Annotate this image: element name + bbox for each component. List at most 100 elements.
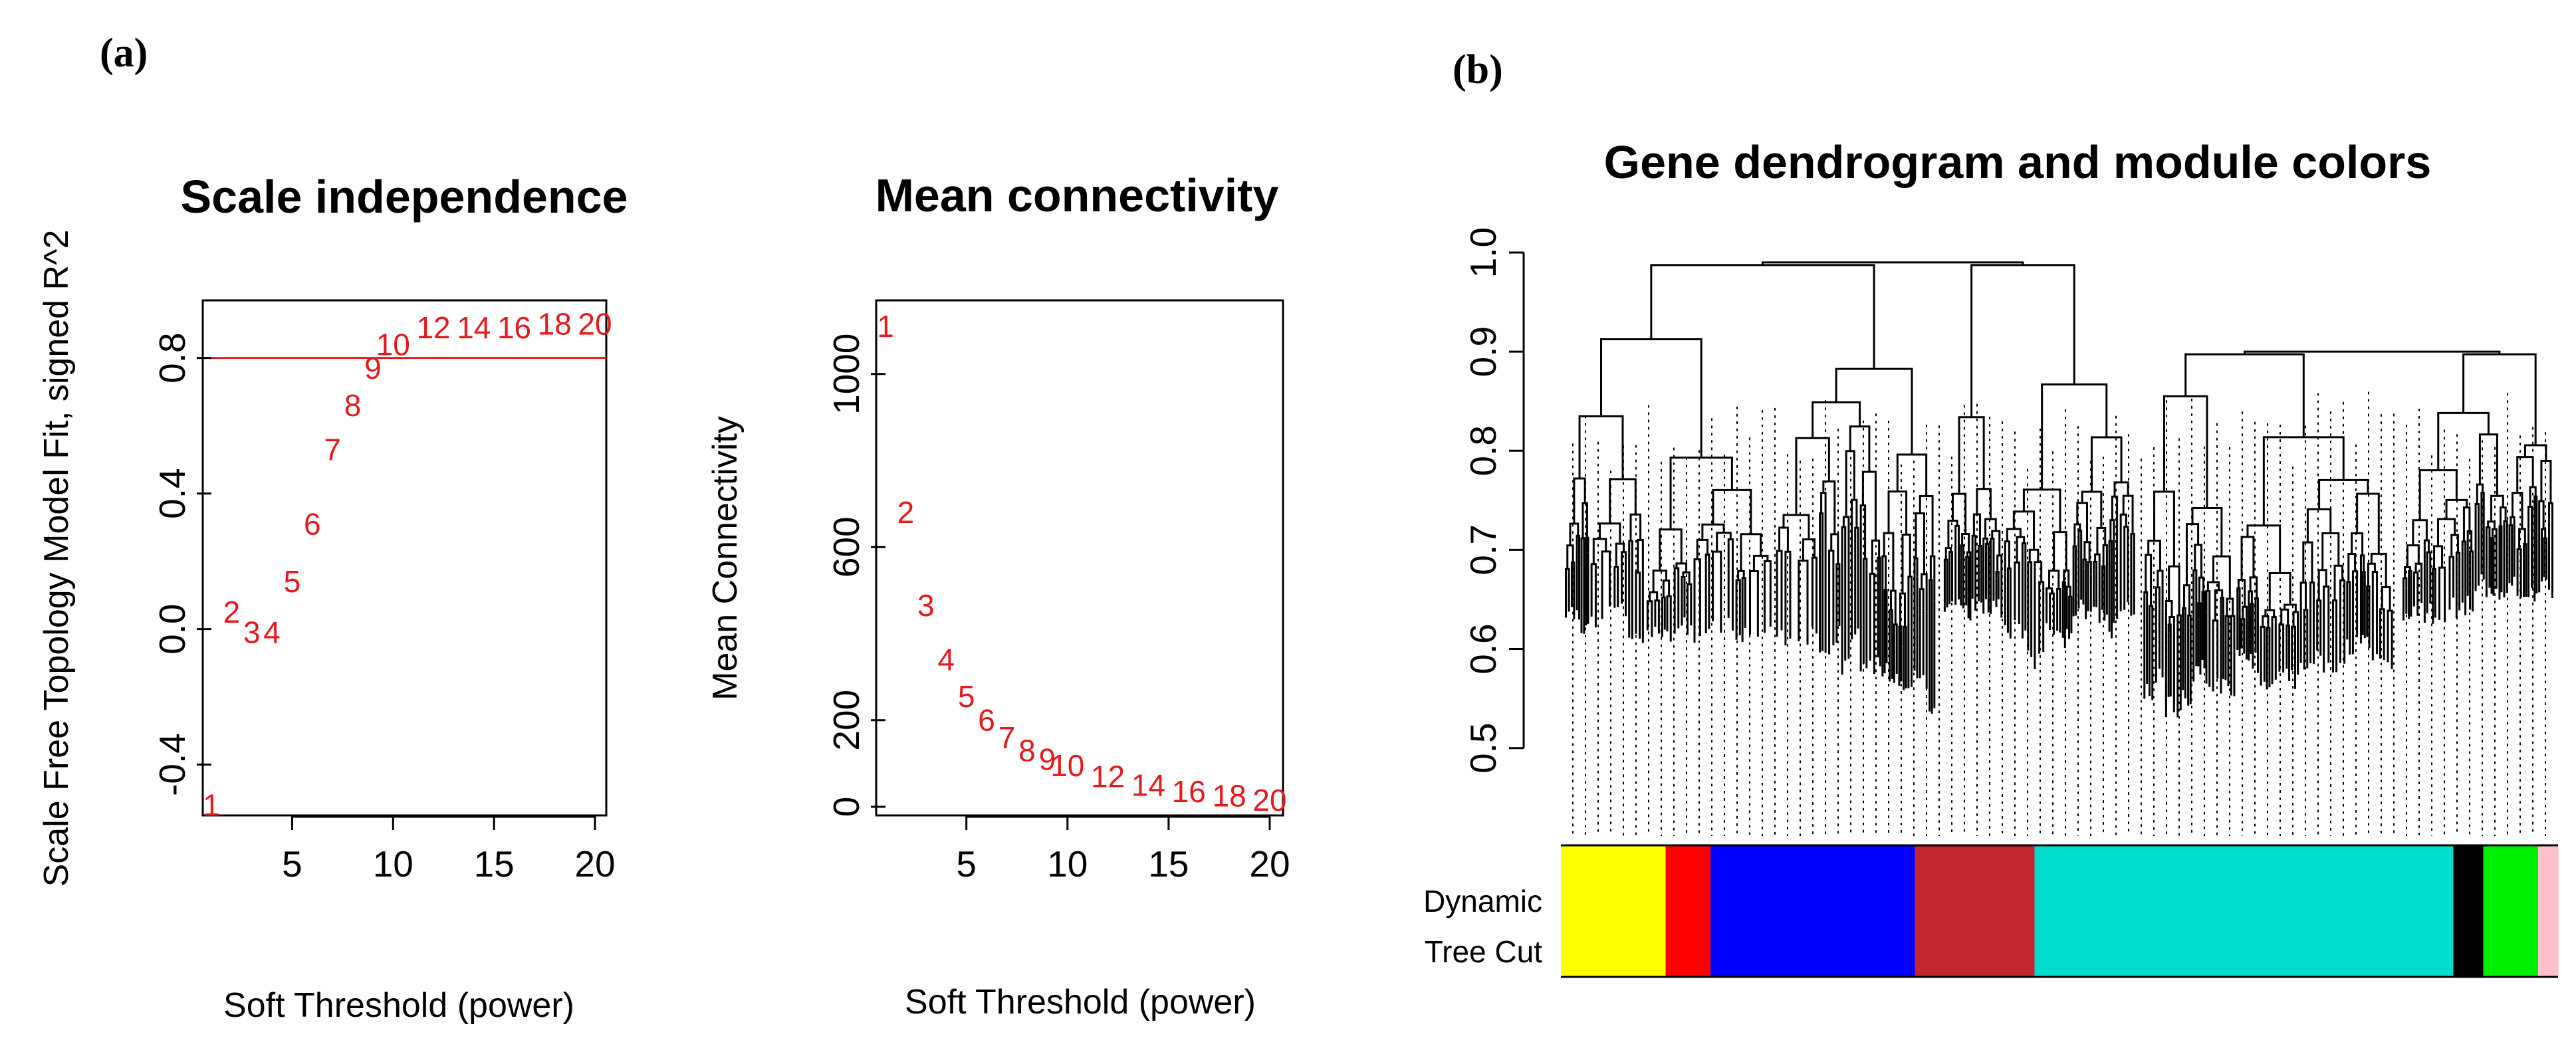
dendrogram-merge xyxy=(1613,566,1619,581)
point-label-4: 4 xyxy=(263,615,281,650)
dendrogram-merge xyxy=(1982,537,1988,544)
dendrogram-merge xyxy=(2432,568,2436,577)
dendrogram-merge xyxy=(2309,581,2315,603)
dendrogram-merge xyxy=(1735,579,1741,595)
dendrogram-merge xyxy=(2038,581,2045,587)
dendrogram-merge xyxy=(1828,550,1835,568)
dendrogram-merge xyxy=(1971,534,1977,548)
dendrogram-merge xyxy=(2346,581,2351,593)
dendrogram-merge xyxy=(1984,518,1997,539)
dendrogram-merge xyxy=(1652,570,1667,593)
dendrogram-merge xyxy=(2547,502,2553,522)
dendrogram-merge xyxy=(1901,533,1911,594)
dendrogram-merge xyxy=(1650,264,1875,369)
dendrogram-merge xyxy=(1978,544,1982,566)
dendrogram-merge xyxy=(2250,603,2254,618)
dendrogram-merge xyxy=(2516,548,2522,555)
dendrogram-merge xyxy=(1701,523,1725,540)
y-tick-label: 0.0 xyxy=(152,603,193,654)
dendrogram-merge xyxy=(1682,571,1691,585)
x-tick-label: 10 xyxy=(1047,843,1088,885)
color-bar-label-tree-cut: Tree Cut xyxy=(1425,934,1542,969)
dendrogram-merge xyxy=(2433,545,2444,570)
dendrogram-merge xyxy=(2523,543,2527,559)
dendrogram-y-tick-label: 0.5 xyxy=(1463,722,1504,773)
dendrogram-y-tick-label: 0.7 xyxy=(1463,524,1504,575)
dendrogram-merge xyxy=(1849,425,1871,472)
dendrogram-merge xyxy=(1669,457,1733,530)
dendrogram-merge xyxy=(2317,569,2327,601)
dendrogram-merge xyxy=(2168,565,2180,616)
x-tick-label: 20 xyxy=(574,843,615,885)
dendrogram-merge xyxy=(2083,541,2091,562)
dendrogram-merge xyxy=(2540,459,2552,504)
x-tick-label: 20 xyxy=(1249,843,1290,885)
dendrogram-merge xyxy=(2538,500,2545,530)
dendrogram-merge xyxy=(2379,608,2385,614)
dendrogram-merge xyxy=(1712,550,1722,576)
dendrogram-title: Gene dendrogram and module colors xyxy=(1604,136,2432,188)
dendrogram-top-merge xyxy=(1761,261,2024,265)
dendrogram-merge xyxy=(2072,545,2077,565)
dendrogram-merge xyxy=(2022,488,2061,532)
dendrogram-merge xyxy=(2480,492,2485,526)
dendrogram-y-tick-label: 1.0 xyxy=(1463,227,1504,278)
mean-connectivity-y-axis: 0 200 600 1000 xyxy=(826,334,885,817)
point-label-10: 10 xyxy=(1050,748,1084,783)
dendrogram-merge xyxy=(2184,353,2305,437)
dendrogram-merge xyxy=(1628,540,1633,565)
dendrogram-merge xyxy=(2167,623,2172,640)
dendrogram-merge xyxy=(1947,519,1958,548)
dendrogram-merge xyxy=(2053,531,2067,571)
scale-independence-plot-frame xyxy=(201,299,608,817)
dendrogram-merge xyxy=(2061,581,2066,601)
dendrogram-merge xyxy=(2176,614,2182,628)
dendrogram-merge xyxy=(2306,508,2332,543)
color-bar-label-dynamic: Dynamic xyxy=(1423,884,1542,918)
dendrogram-merge xyxy=(2485,526,2491,543)
module-blue xyxy=(1710,846,1915,976)
dendrogram-merge xyxy=(1871,539,1881,574)
dendrogram-branch-2 xyxy=(1943,264,2135,669)
x-tick-label: 5 xyxy=(282,843,302,885)
dendrogram-merge xyxy=(2153,490,2175,567)
dendrogram-merge xyxy=(1820,492,1827,550)
dendrogram-merge xyxy=(2332,599,2338,619)
dendrogram-merge xyxy=(1995,571,2000,579)
point-label-20: 20 xyxy=(1252,783,1286,817)
dendrogram-merge xyxy=(2351,570,2359,595)
point-label-12: 12 xyxy=(416,310,450,345)
point-label-18: 18 xyxy=(538,307,572,342)
dendrogram-merge xyxy=(1943,558,1948,572)
dendrogram-merge xyxy=(2347,553,2357,582)
dendrogram-merge xyxy=(2087,560,2092,575)
module-turquoise xyxy=(2034,846,2454,976)
x-tick-label: 5 xyxy=(956,843,977,885)
dendrogram-merge xyxy=(1600,338,1702,458)
y-tick-label: -0.4 xyxy=(152,733,193,796)
point-label-1: 1 xyxy=(877,309,894,344)
dendrogram-merge xyxy=(2503,520,2508,542)
dendrogram-merge xyxy=(2122,494,2134,534)
dendrogram-merge xyxy=(2041,383,2108,490)
dendrogram-merge xyxy=(1965,556,1970,566)
dendrogram-merge xyxy=(2404,566,2411,579)
dendrogram-merge xyxy=(2182,607,2186,629)
dendrogram-merge xyxy=(1919,495,1934,556)
dendrogram-merge xyxy=(2461,540,2467,558)
dendrogram-merge xyxy=(2076,502,2088,542)
dendrogram-merge xyxy=(2081,490,2103,528)
point-label-16: 16 xyxy=(1172,774,1206,809)
dendrogram-merge xyxy=(2359,554,2365,580)
dendrogram-merge xyxy=(1929,555,1936,601)
dendrogram-merge xyxy=(1958,416,1985,494)
dendrogram-merge xyxy=(1991,530,2001,556)
module-red xyxy=(1665,846,1711,976)
dendrogram-merge xyxy=(2046,587,2053,596)
point-label-12: 12 xyxy=(1091,759,1125,793)
point-label-16: 16 xyxy=(497,310,531,345)
dendrogram-merge xyxy=(2283,603,2297,613)
dendrogram-merge xyxy=(1576,534,1581,565)
dendrogram-branch-4 xyxy=(2402,353,2553,624)
